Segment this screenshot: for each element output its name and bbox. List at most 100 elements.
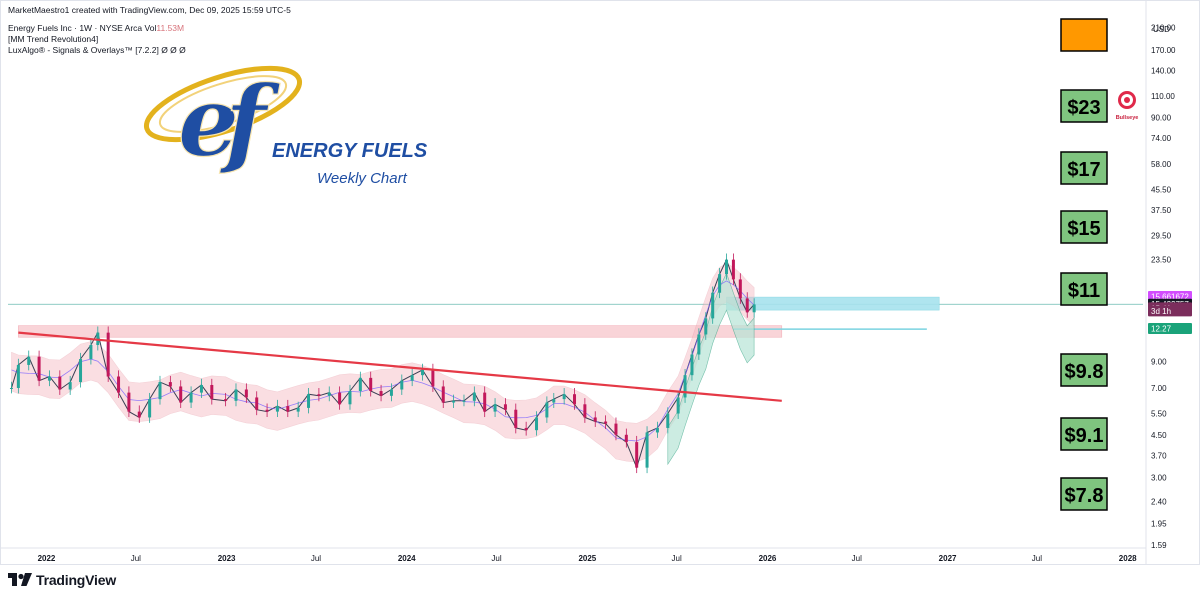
y-tick-label: 1.95 — [1151, 519, 1167, 528]
target-level-box: $15 — [1060, 210, 1108, 244]
candle-body — [68, 382, 72, 390]
price-axis-tag: 12.27 — [1148, 323, 1192, 335]
candle-body — [493, 404, 497, 412]
x-tick-label: 2025 — [578, 554, 596, 563]
target-level-text: $9.8 — [1065, 361, 1104, 383]
candle-body — [296, 407, 300, 412]
candle-body — [552, 399, 556, 403]
target-level-bg — [1060, 417, 1108, 451]
x-tick-label: Jul — [491, 554, 501, 563]
candle-body — [286, 406, 290, 412]
candle-body — [255, 397, 259, 410]
y-tick-label: 23.50 — [1151, 256, 1172, 265]
candle-body — [514, 409, 518, 428]
candle-body — [400, 380, 404, 390]
candle-body — [275, 406, 279, 412]
target-level-box: $7.8 — [1060, 477, 1108, 511]
candle-body — [389, 389, 393, 396]
candle-body — [244, 389, 248, 398]
y-tick-label: 7.00 — [1151, 384, 1167, 393]
candle-body — [265, 409, 269, 412]
symbol-text: Energy Fuels Inc · 1W · NYSE Arca — [8, 23, 143, 33]
target-level-text: $9.1 — [1065, 425, 1104, 447]
candle-body — [524, 427, 528, 431]
candle-body — [624, 434, 628, 443]
tradingview-watermark[interactable]: TradingView — [8, 570, 116, 590]
candle-body — [79, 359, 83, 383]
y-tick-label: 5.50 — [1151, 410, 1167, 419]
volume-label: Vol — [144, 23, 157, 33]
y-tick-label: 58.00 — [1151, 160, 1172, 169]
price-axis-tag-text: 3d 1h — [1151, 307, 1171, 316]
target-level-bg — [1060, 353, 1108, 387]
candle-body — [697, 334, 701, 355]
candle-body — [106, 332, 110, 377]
moving-average-line — [11, 280, 755, 442]
candle-body — [421, 369, 425, 376]
candle-body — [503, 404, 507, 410]
x-tick-label: 2028 — [1119, 554, 1137, 563]
target-level-box: $11 — [1060, 272, 1108, 306]
target-level-text: $7.8 — [1065, 485, 1104, 507]
target-level-bg — [1060, 89, 1108, 123]
created-by-line: MarketMaestro1 created with TradingView.… — [8, 5, 291, 15]
x-tick-label: 2024 — [398, 554, 416, 563]
y-tick-label: 9.00 — [1151, 357, 1167, 366]
candle-body — [645, 432, 649, 468]
candle-body — [635, 442, 639, 468]
candle-body — [535, 417, 539, 431]
candle-body — [210, 384, 214, 400]
candle-body — [738, 279, 742, 299]
y-tick-label: 140.00 — [1151, 67, 1176, 76]
bullseye-badge: Bullseye — [1116, 91, 1139, 121]
x-tick-label: 2023 — [218, 554, 236, 563]
indicator-luxalgo[interactable]: LuxAlgo® - Signals & Overlays™ [7.2.2] Ø… — [8, 45, 186, 55]
price-axis-tag-text: 12.27 — [1151, 325, 1172, 334]
candle-body — [704, 318, 708, 335]
y-tick-label: 45.50 — [1151, 186, 1172, 195]
volume-value: 11.53M — [156, 23, 185, 33]
candle-body — [752, 304, 756, 313]
y-tick-label: 210.00 — [1151, 24, 1176, 33]
x-tick-label: Jul — [852, 554, 862, 563]
candle-body — [179, 386, 183, 403]
x-tick-label: 2026 — [759, 554, 777, 563]
target-level-bg — [1060, 151, 1108, 185]
currency-label: USD — [1153, 25, 1170, 34]
candle-body — [472, 392, 476, 401]
logo-orbit-icon — [143, 65, 303, 143]
candle-body — [683, 375, 687, 398]
candle-body — [369, 377, 373, 392]
candle-body — [731, 259, 735, 280]
support-zone-cyan — [726, 296, 940, 311]
candle-body — [327, 392, 331, 396]
orange-marker-box — [1060, 18, 1108, 52]
candle-body — [690, 354, 694, 376]
x-tick-label: Jul — [311, 554, 321, 563]
candle-body — [452, 400, 456, 403]
logo-company-name: ENERGY FUELS — [272, 140, 428, 162]
y-tick-label: 90.00 — [1151, 113, 1172, 122]
indicator-mm-trend[interactable]: [MM Trend Revolution4] — [8, 34, 99, 44]
x-tick-label: 2022 — [38, 554, 56, 563]
y-tick-label: 1.59 — [1151, 541, 1167, 550]
candle-body — [655, 427, 659, 433]
candle-body — [127, 392, 131, 412]
candle-body — [725, 259, 729, 275]
candle-body — [9, 387, 13, 389]
candle-body — [583, 404, 587, 418]
symbol-line: Energy Fuels Inc · 1W · NYSE Arca Vol11.… — [8, 23, 184, 34]
trend-cloud — [11, 262, 755, 463]
candle-body — [158, 382, 162, 400]
target-level-bg — [1060, 477, 1108, 511]
y-tick-label: 170.00 — [1151, 46, 1176, 55]
price-axis-tag: 3d 1h — [1148, 305, 1192, 317]
candle-body — [16, 364, 20, 388]
candle-body — [666, 413, 670, 428]
candle-body — [676, 397, 680, 414]
candle-body — [431, 369, 435, 387]
candle-body — [358, 377, 362, 392]
target-level-box: $9.1 — [1060, 417, 1108, 451]
bullseye-label: Bullseye — [1116, 115, 1139, 121]
